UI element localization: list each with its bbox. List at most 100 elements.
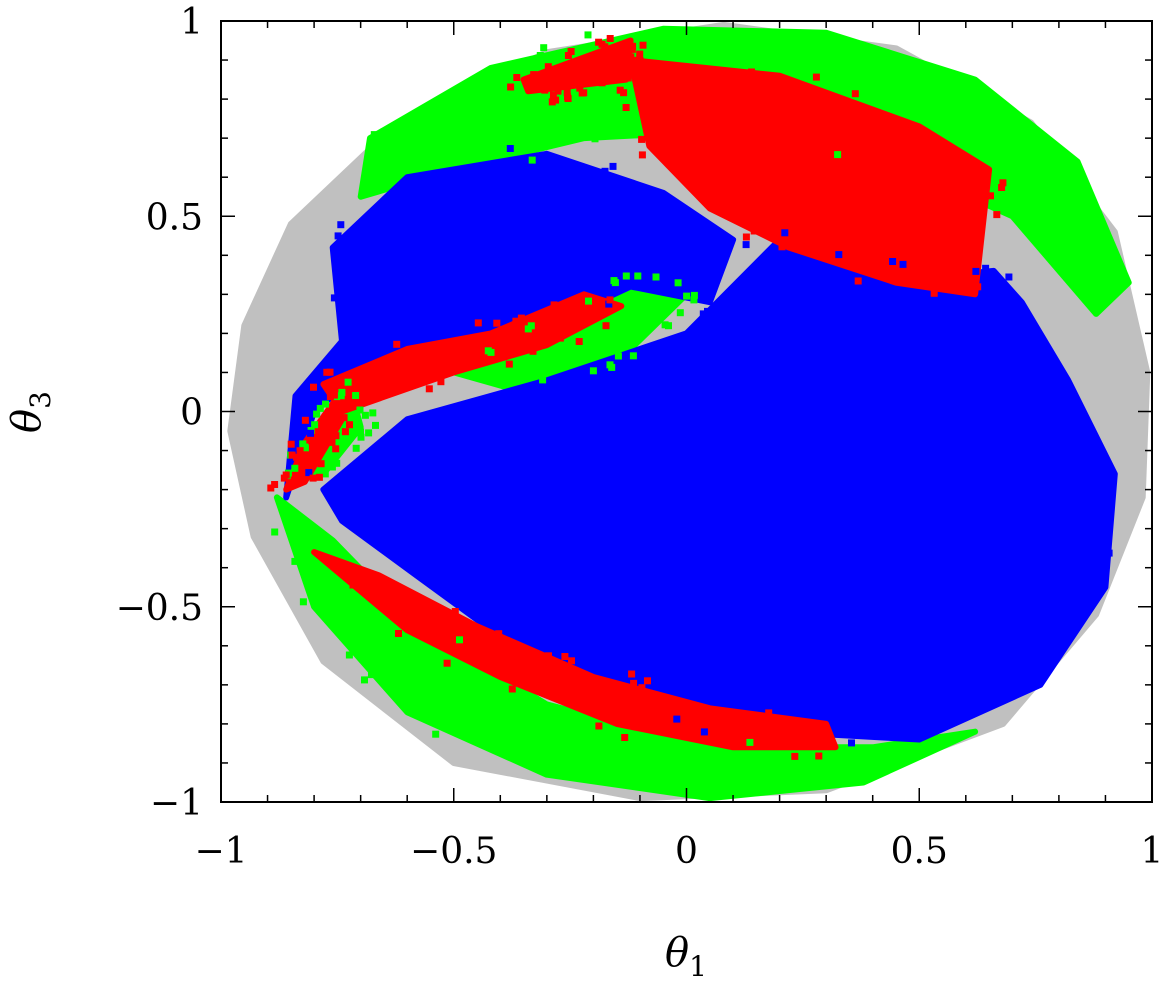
series-1-point: [357, 428, 364, 436]
series-2-point: [704, 307, 711, 315]
x-tick-label: 0.5: [891, 831, 948, 872]
series-3-point: [346, 421, 353, 429]
series-2-point: [1005, 273, 1013, 281]
series-3-point: [851, 90, 859, 98]
series-3-point: [639, 41, 647, 49]
series-3-point: [425, 385, 433, 393]
series-3-point: [310, 383, 317, 391]
x-tick-label: 0: [675, 831, 698, 872]
series-3-point: [437, 378, 445, 386]
series-3-point: [567, 48, 575, 55]
series-3-point: [636, 50, 644, 58]
series-2-point: [673, 715, 681, 723]
series-3-point: [576, 84, 584, 92]
series-1-point: [585, 297, 592, 305]
series-3-point: [812, 73, 820, 81]
series-2-point: [889, 258, 897, 265]
series-3-point: [578, 89, 586, 97]
series-3-region-2: [320, 291, 625, 415]
series-1-point: [683, 292, 691, 300]
series-1-point: [299, 440, 307, 448]
series-1-point: [322, 400, 329, 408]
series-3-point: [564, 95, 572, 102]
series-3-point: [575, 338, 583, 345]
series-3-point: [341, 428, 349, 436]
series-1-point: [661, 321, 669, 329]
series-3-point: [326, 368, 334, 376]
series-3-point: [638, 151, 646, 159]
series-3-point: [451, 608, 459, 615]
series-1-point: [528, 156, 536, 164]
series-3-point: [544, 63, 552, 71]
series-1-point: [834, 151, 842, 159]
series-3-point: [750, 227, 758, 235]
series-3-point: [296, 447, 304, 455]
series-3-region-0: [627, 57, 993, 298]
series-1-point: [344, 378, 352, 386]
y-tick-label: −0.5: [116, 588, 203, 629]
y-tick-label: 0: [180, 393, 203, 434]
series-1-point: [313, 410, 321, 418]
series-3-point: [561, 653, 569, 660]
series-1-point: [536, 52, 544, 59]
series-3-point: [628, 45, 636, 53]
series-3-point: [495, 630, 503, 638]
series-3-point: [630, 679, 638, 687]
series-3-point: [998, 184, 1006, 191]
series-3-point: [512, 317, 520, 325]
series-3-point: [395, 630, 402, 637]
series-3-point: [598, 79, 606, 87]
series-3-point: [791, 752, 799, 760]
series-1-point: [432, 730, 440, 738]
series-1-point: [629, 352, 637, 360]
series-3-point: [624, 74, 632, 82]
series-1-point: [271, 528, 279, 536]
axis-ticks: [220, 20, 1153, 803]
series-1-point: [369, 409, 377, 417]
series-3-point: [644, 677, 651, 685]
series-1-point: [622, 272, 630, 280]
series-3-point: [301, 416, 309, 424]
series-1-point: [365, 429, 373, 437]
series-2-point: [307, 429, 314, 437]
series-3-point: [568, 657, 575, 665]
series-1-point: [539, 376, 547, 384]
series-1-point: [291, 557, 299, 565]
series-3-point: [282, 471, 290, 479]
series-1-point: [591, 135, 599, 143]
series-3-point: [815, 752, 823, 760]
y-axis-title: θ3: [4, 391, 57, 433]
series-3-point: [508, 685, 516, 693]
x-tick-label: 1: [1141, 831, 1164, 872]
series-1-point: [690, 296, 698, 304]
series-3-point: [556, 334, 564, 342]
series-1-point: [361, 411, 369, 419]
series-3-point: [622, 104, 630, 111]
series-1-point: [337, 392, 345, 400]
series-3-point: [778, 243, 786, 251]
series-3-point: [505, 360, 513, 368]
series-3-point: [332, 432, 340, 440]
series-3-point: [549, 91, 557, 99]
series-2-point: [742, 241, 750, 249]
series-1-point: [614, 352, 622, 360]
series-3-point: [340, 414, 348, 422]
series-1-point: [487, 348, 495, 356]
series-1-point: [316, 404, 324, 412]
series-2-point: [1105, 549, 1113, 557]
series-3-point: [507, 83, 515, 91]
series-3-point: [999, 179, 1007, 187]
series-1-point: [361, 676, 368, 684]
series-3-point: [443, 659, 451, 667]
series-3-point: [987, 192, 994, 200]
series-2-point: [972, 267, 980, 275]
series-3-point: [545, 652, 552, 660]
series-2-point: [601, 167, 609, 175]
series-2-point: [334, 232, 342, 240]
series-1-point: [301, 444, 309, 452]
series-3-point: [629, 69, 637, 77]
series-3-point: [616, 86, 624, 94]
series-1-point: [584, 31, 592, 39]
series-3-point: [627, 53, 635, 61]
series-3-point: [748, 68, 755, 76]
